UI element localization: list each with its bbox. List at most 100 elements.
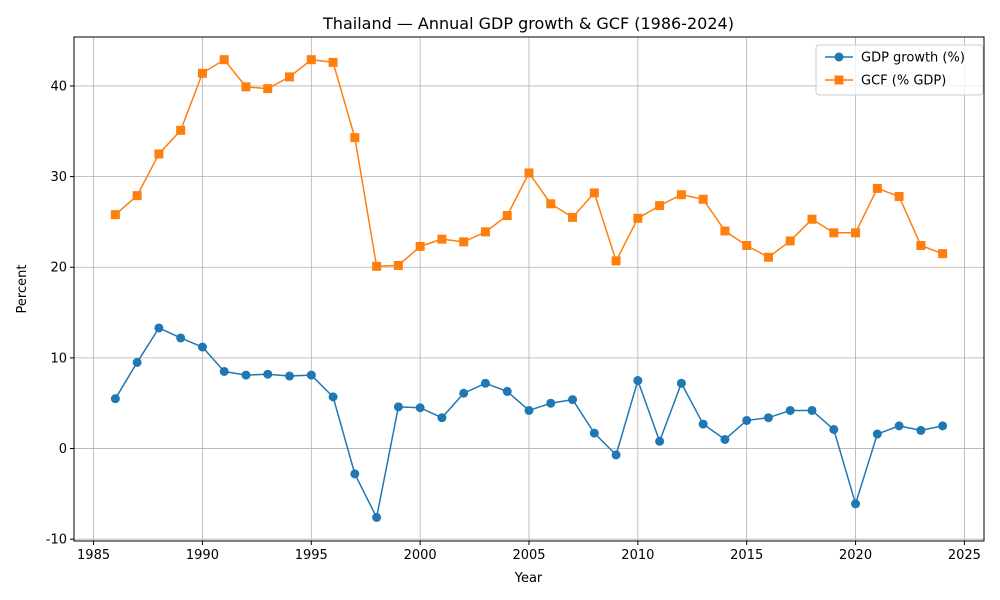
data-point-gdp-growth (241, 370, 251, 380)
data-point-gdp-growth (829, 425, 839, 435)
data-point-gcf (328, 57, 338, 67)
data-point-gcf (633, 213, 643, 223)
data-point-gcf (219, 55, 229, 65)
data-point-gdp-growth (350, 469, 360, 479)
data-point-gcf (393, 260, 403, 270)
y-tick-label: 40 (50, 79, 67, 94)
data-point-gcf (938, 249, 948, 259)
data-point-gcf (285, 72, 295, 82)
x-tick-label: 2000 (404, 548, 437, 563)
data-point-gcf (763, 252, 773, 262)
data-point-gcf (241, 82, 251, 92)
grid (74, 37, 984, 541)
series-gcf (110, 55, 948, 271)
data-point-gdp-growth (197, 342, 207, 352)
legend-label: GDP growth (%) (861, 51, 965, 66)
data-point-gdp-growth (568, 395, 578, 405)
data-point-gcf (350, 133, 360, 143)
data-point-gcf (480, 227, 490, 237)
data-point-gcf (785, 236, 795, 246)
data-point-gcf (720, 226, 730, 236)
legend: GDP growth (%) GCF (% GDP) (815, 44, 984, 96)
data-point-gdp-growth (502, 386, 512, 396)
legend-item-gdp-growth: GDP growth (%) (825, 51, 965, 66)
legend-label: GCF (% GDP) (861, 74, 946, 89)
data-point-gdp-growth (611, 450, 621, 460)
data-point-gcf (459, 237, 469, 247)
y-tick-label: 0 (59, 442, 67, 457)
data-point-gdp-growth (524, 405, 534, 415)
data-point-gdp-growth (110, 394, 120, 404)
x-tick-label: 2010 (621, 548, 654, 563)
data-point-gcf (589, 188, 599, 198)
data-point-gcf (655, 201, 665, 211)
legend-box (815, 44, 984, 96)
data-point-gdp-growth (263, 369, 273, 379)
data-point-gdp-growth (916, 425, 926, 435)
legend-item-gcf: GCF (% GDP) (825, 74, 946, 89)
data-point-gcf (742, 240, 752, 250)
axis-ticks: 1985 1990 1995 2000 2005 2010 2015 2020 2025-100… (46, 79, 981, 563)
data-point-gdp-growth (894, 421, 904, 431)
data-point-gdp-growth (415, 403, 425, 413)
data-point-gcf (568, 212, 578, 222)
data-point-gcf (698, 194, 708, 204)
data-point-gdp-growth (132, 357, 142, 367)
data-point-gcf (894, 192, 904, 202)
series-gdp-growth (110, 323, 948, 522)
data-point-gdp-growth (328, 392, 338, 402)
data-point-gdp-growth (807, 405, 817, 415)
data-point-gcf (437, 234, 447, 244)
data-point-gcf (372, 261, 382, 271)
x-tick-label: 2020 (839, 548, 872, 563)
data-point-gcf (916, 240, 926, 250)
data-point-gdp-growth (459, 388, 469, 398)
data-point-gdp-growth (872, 429, 882, 439)
y-tick-label: 20 (50, 261, 67, 276)
data-point-gcf (851, 228, 861, 238)
data-point-gdp-growth (742, 415, 752, 425)
data-point-gdp-growth (851, 499, 861, 509)
data-point-gcf (110, 210, 120, 220)
data-point-gdp-growth (393, 402, 403, 412)
data-point-gdp-growth (938, 421, 948, 431)
x-tick-label: 1995 (295, 548, 328, 563)
data-point-gdp-growth (372, 512, 382, 522)
y-tick-label: 30 (50, 170, 67, 185)
data-point-gcf (524, 168, 534, 178)
data-point-gdp-growth (480, 378, 490, 388)
data-point-gdp-growth (655, 436, 665, 446)
y-axis-title: Percent (15, 265, 30, 314)
data-point-gcf (197, 68, 207, 78)
x-tick-label: 2005 (512, 548, 545, 563)
y-tick-label: 10 (50, 351, 67, 366)
data-point-gdp-growth (676, 378, 686, 388)
data-point-gcf (176, 125, 186, 135)
data-point-gdp-growth (285, 371, 295, 381)
data-point-gcf (807, 214, 817, 224)
data-point-gdp-growth (176, 333, 186, 343)
x-tick-label: 2015 (730, 548, 763, 563)
data-point-gcf (502, 211, 512, 221)
data-point-gdp-growth (437, 413, 447, 423)
data-point-gcf (829, 228, 839, 238)
x-tick-label: 2025 (948, 548, 981, 563)
data-point-gdp-growth (589, 428, 599, 438)
data-point-gcf (872, 183, 882, 193)
data-point-gcf (676, 190, 686, 200)
data-point-gcf (263, 84, 273, 94)
data-point-gcf (154, 149, 164, 159)
data-point-gdp-growth (154, 323, 164, 333)
data-point-gcf (132, 191, 142, 201)
data-point-gcf (415, 241, 425, 251)
legend-marker (834, 75, 844, 85)
data-point-gdp-growth (546, 398, 556, 408)
legend-marker (834, 52, 844, 62)
x-tick-label: 1990 (186, 548, 219, 563)
x-tick-label: 1985 (77, 548, 110, 563)
data-point-gdp-growth (219, 366, 229, 376)
data-point-gdp-growth (720, 434, 730, 444)
data-point-gdp-growth (698, 419, 708, 429)
data-point-gcf (306, 55, 316, 65)
